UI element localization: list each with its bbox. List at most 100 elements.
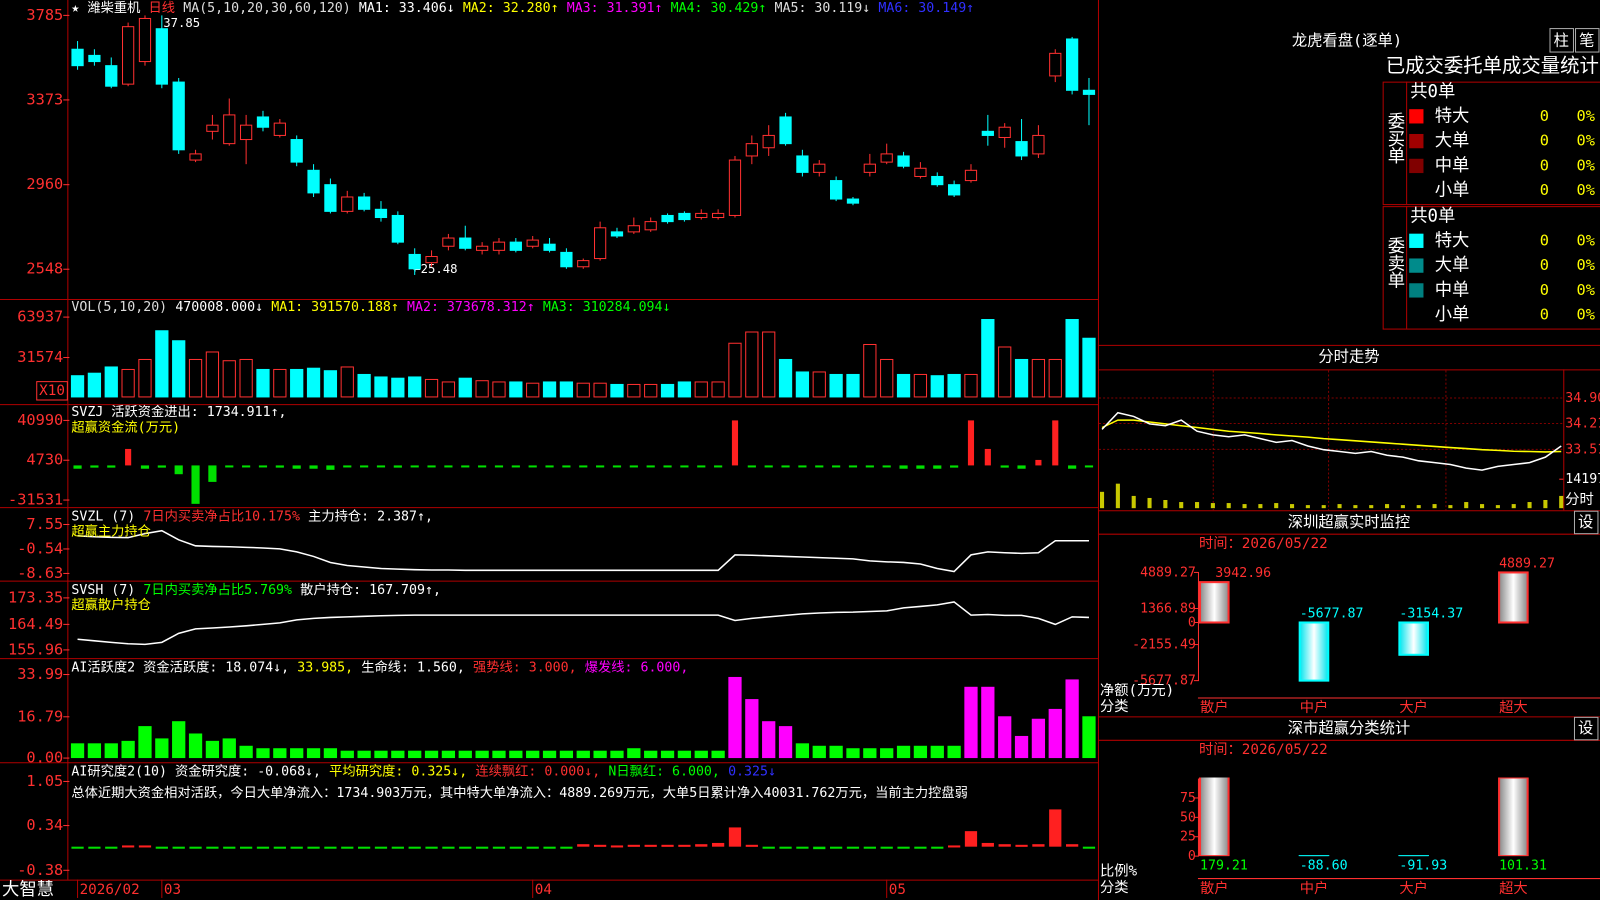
title-segment: MA5: 30.119↓ [775, 1, 871, 16]
research-bar [155, 846, 168, 849]
row-count: 0 [1540, 306, 1549, 324]
flow-bar [427, 465, 436, 468]
panel-title: SVSH (7) 7日内买卖净占比5.769% 散户持仓: 167.709↑, [71, 581, 440, 598]
volume-bar [981, 319, 995, 398]
research-bar [964, 831, 978, 847]
y-tick-label: 34.21 [1565, 416, 1600, 431]
candle-body [728, 159, 742, 216]
axis-title: 分类 [1100, 879, 1129, 896]
research-bar [1032, 844, 1045, 847]
category-bar [1498, 571, 1529, 624]
activity-bar [70, 743, 85, 759]
unit-box [36, 381, 68, 401]
title-segment: MA3: 310284.094↓ [543, 300, 671, 315]
panel-subtitle: 超赢散户持仓 [71, 596, 151, 613]
color-key [1409, 109, 1424, 124]
category-label: 散户 [1200, 699, 1229, 716]
value-label: -5677.87 [1300, 606, 1364, 621]
activity-bar [172, 721, 186, 759]
activity-bar [188, 733, 203, 759]
candle-body [762, 134, 775, 149]
candle-body [273, 122, 286, 136]
candle-body [644, 221, 657, 231]
activity-bar [694, 750, 708, 759]
y-tick-label: 1.05 [26, 772, 63, 790]
candle-body [661, 214, 674, 223]
y-tick-label: 2960 [26, 175, 63, 193]
value-label: 179.21 [1200, 858, 1248, 873]
candle-body [121, 26, 135, 85]
intraday-volume [1527, 502, 1532, 509]
title-segment: 生命线: 1.560, [361, 658, 465, 675]
flow-bar [1000, 465, 1009, 468]
panel-note: 总体近期大资金相对活跃，今日大单净流入：1734.903万元，其中特大单净流入：… [71, 784, 967, 801]
research-bar [273, 846, 286, 849]
research-bar [880, 846, 893, 849]
color-key [1409, 283, 1424, 298]
research-bar [206, 846, 219, 849]
title-segment: MA1: 391570.188↑ [271, 300, 399, 315]
research-bar [341, 846, 354, 849]
research-bar [998, 844, 1011, 847]
candle-body [695, 212, 708, 219]
candle-body [1082, 89, 1096, 95]
title-segment: 连续飘红: 0.000↓, [475, 763, 600, 779]
toggle-button[interactable] [1549, 28, 1574, 53]
volume-bar [1048, 358, 1062, 398]
activity-bar [998, 716, 1012, 759]
volume-bar [391, 377, 405, 398]
y-tick-label: 173.35 [8, 588, 63, 606]
axis-title: 比例% [1100, 862, 1138, 879]
flow-bar [967, 420, 975, 466]
research-bar [358, 846, 371, 849]
candle-body [964, 169, 978, 182]
flow-bar [798, 465, 807, 468]
order-box [1382, 206, 1600, 330]
flow-bar [714, 465, 723, 468]
title-segment: MA(5,10,20,30,60,120) [183, 1, 351, 16]
candle-body [813, 163, 826, 173]
row-name: 中单 [1435, 280, 1470, 300]
flow-bar [343, 465, 352, 468]
row-pct: 0% [1577, 156, 1595, 174]
axis-title: 净额(万元) [1100, 682, 1174, 699]
volume-bar [610, 383, 624, 398]
y-tick-label: 63937 [17, 308, 63, 326]
candle-body [627, 225, 640, 233]
candle-body [189, 153, 202, 161]
y-tick-label: -0.54 [17, 539, 63, 557]
row-name: 小单 [1435, 181, 1470, 201]
toggle-button[interactable] [1575, 28, 1600, 53]
research-bar [543, 846, 556, 849]
candle-body [341, 196, 354, 212]
intraday-volume [1480, 504, 1485, 509]
category-label: 中户 [1300, 880, 1329, 897]
candle-body [593, 227, 607, 260]
category-bar [1298, 621, 1330, 682]
volume-bar [273, 368, 287, 398]
activity-bar [306, 748, 321, 759]
research-bar [796, 846, 809, 849]
volume-bar [745, 331, 759, 398]
flow-bar [781, 465, 790, 468]
settings-button[interactable] [1573, 510, 1599, 535]
volume-bar [526, 382, 540, 398]
flow-bar [1084, 465, 1094, 468]
research-bar [459, 846, 472, 849]
activity-bar [1014, 735, 1029, 759]
activity-bar [627, 748, 641, 759]
color-key [1409, 158, 1424, 174]
research-bar [914, 846, 927, 849]
candle-body [880, 153, 893, 163]
activity-bar [559, 750, 574, 759]
settings-button[interactable] [1573, 716, 1599, 741]
candle-body [931, 175, 944, 186]
y-tick-label: 31574 [17, 348, 63, 366]
intraday-volume [1353, 505, 1358, 509]
activity-bar [863, 748, 877, 759]
title-segment: N日飘红: 6.000, [608, 763, 720, 779]
candle-body [206, 124, 219, 132]
candle-body [914, 167, 927, 177]
average-line [1101, 419, 1562, 453]
volume-bar [340, 366, 354, 398]
